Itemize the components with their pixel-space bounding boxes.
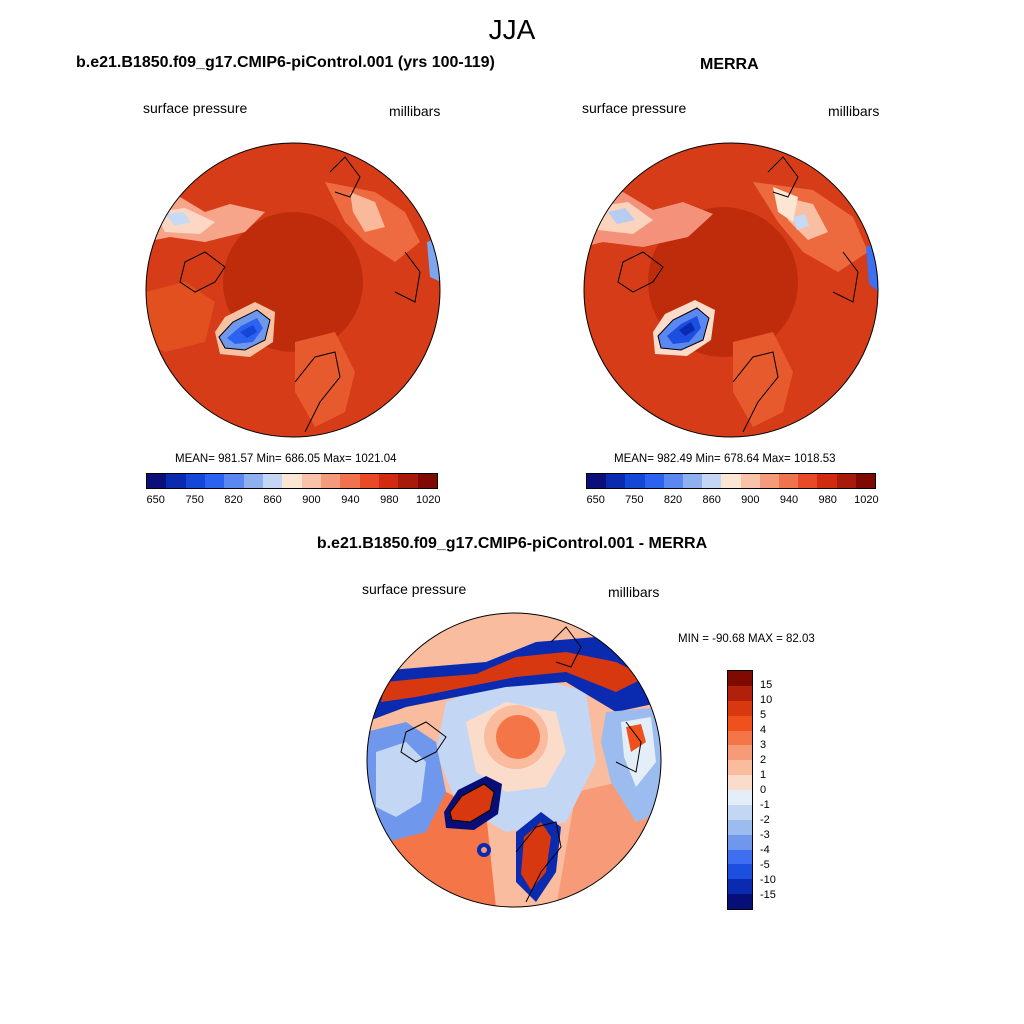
model-colorbar-tick-label: 980 — [380, 494, 399, 506]
obs-colorbar-swatch — [817, 474, 837, 488]
diff-colorbar-tick-label: -1 — [760, 799, 770, 811]
model-colorbar-swatch — [224, 474, 244, 488]
model-colorbar-swatch — [147, 474, 167, 488]
obs-colorbar-tick-label: 940 — [779, 494, 799, 506]
diff-variable-label: surface pressure — [362, 581, 467, 597]
obs-colorbar-tick-label: 1020 — [854, 494, 879, 506]
model-colorbar-tick-label: 900 — [302, 494, 321, 506]
obs-colorbar-tick-label: 820 — [663, 494, 683, 506]
model-colorbar-swatch — [320, 474, 341, 488]
obs-colorbar-tick-label: 980 — [818, 494, 837, 506]
diff-polar-map — [366, 612, 662, 908]
diff-colorbar-tick-label: 0 — [760, 784, 767, 796]
diff-colorbar-tick-label: -15 — [760, 889, 776, 901]
model-panel-title: b.e21.B1850.f09_g17.CMIP6-piControl.001 … — [76, 54, 495, 71]
obs-colorbar-swatch — [740, 474, 760, 488]
diff-colorbar-swatch — [728, 730, 752, 746]
diff-colorbar-swatch — [728, 819, 752, 835]
model-colorbar-swatch — [340, 474, 360, 488]
model-colorbar-swatch — [262, 474, 283, 488]
diff-stats: MIN = -90.68 MAX = 82.03 — [678, 633, 815, 645]
diff-colorbar-swatch — [728, 849, 752, 865]
obs-colorbar-swatch — [683, 474, 703, 488]
figure-title: JJA — [488, 14, 536, 45]
obs-colorbar-swatch — [798, 474, 818, 488]
model-colorbar-swatch — [243, 474, 263, 488]
model-colorbar — [146, 473, 438, 489]
diff-colorbar-tick-label: 1 — [760, 769, 767, 781]
diff-colorbar-tick-label: -2 — [760, 814, 770, 826]
diff-colorbar-swatch — [728, 864, 752, 880]
model-colorbar-tick-label: 860 — [263, 494, 282, 506]
obs-colorbar-swatch — [644, 474, 664, 488]
obs-colorbar-swatch — [855, 474, 876, 488]
model-colorbar-tick-label: 650 — [146, 494, 165, 506]
diff-colorbar-tick-label: -10 — [760, 874, 776, 886]
model-variable-label: surface pressure — [143, 100, 248, 116]
model-colorbar-swatch — [359, 474, 379, 488]
obs-colorbar-labels: 650 750 820 860 900 940 980 1020 — [586, 494, 879, 508]
obs-colorbar-swatch — [606, 474, 626, 488]
diff-colorbar — [727, 670, 753, 910]
obs-variable-label: surface pressure — [582, 100, 687, 116]
diff-colorbar-swatch — [728, 775, 752, 790]
obs-colorbar-tick-label: 650 — [586, 494, 605, 506]
model-polar-map — [145, 142, 441, 438]
diff-colorbar-tick-label: 2 — [760, 754, 767, 766]
obs-colorbar-swatch — [663, 474, 684, 488]
diff-colorbar-swatch — [728, 894, 752, 909]
obs-colorbar-tick-label: 900 — [741, 494, 760, 506]
obs-colorbar — [586, 473, 876, 489]
diff-colorbar-labels: 15 10 5 4 3 2 1 0 -1 -2 -3 -4 -5 -10 -15 — [760, 670, 800, 910]
diff-colorbar-swatch — [728, 879, 752, 895]
model-units-label: millibars — [389, 103, 441, 119]
model-colorbar-swatch — [166, 474, 186, 488]
diff-colorbar-tick-label: 3 — [760, 739, 767, 751]
model-colorbar-swatch — [301, 474, 321, 488]
model-stats: MEAN= 981.57 Min= 686.05 Max= 1021.04 — [175, 453, 397, 465]
obs-colorbar-tick-label: 750 — [625, 494, 644, 506]
obs-polar-map — [583, 142, 879, 438]
diff-colorbar-tick-label: 4 — [760, 724, 767, 736]
diff-colorbar-swatch — [728, 715, 752, 731]
model-colorbar-labels: 650 750 820 860 900 940 980 1020 — [146, 494, 441, 508]
diff-colorbar-swatch — [728, 760, 752, 776]
model-colorbar-swatch — [417, 474, 437, 488]
diff-colorbar-swatch — [728, 790, 752, 805]
diff-colorbar-tick-label: 15 — [760, 679, 773, 691]
obs-colorbar-swatch — [836, 474, 856, 488]
diff-colorbar-tick-label: 10 — [760, 694, 773, 706]
model-colorbar-tick-label: 820 — [224, 494, 243, 506]
obs-colorbar-swatch — [587, 474, 607, 488]
model-colorbar-tick-label: 750 — [185, 494, 204, 506]
model-colorbar-swatch — [282, 474, 302, 488]
model-colorbar-tick-label: 940 — [341, 494, 360, 506]
diff-colorbar-swatch — [728, 685, 752, 701]
obs-colorbar-swatch — [779, 474, 799, 488]
obs-units-label: millibars — [828, 103, 880, 119]
diff-colorbar-tick-label: 5 — [760, 709, 767, 721]
model-colorbar-swatch — [378, 474, 399, 488]
obs-stats: MEAN= 982.49 Min= 678.64 Max= 1018.53 — [614, 453, 836, 465]
obs-colorbar-swatch — [625, 474, 645, 488]
model-colorbar-swatch — [185, 474, 205, 488]
obs-colorbar-swatch — [721, 474, 741, 488]
diff-colorbar-swatch — [728, 804, 752, 820]
model-colorbar-swatch — [204, 474, 225, 488]
diff-colorbar-tick-label: -4 — [760, 844, 770, 856]
model-colorbar-swatch — [398, 474, 418, 488]
obs-colorbar-tick-label: 860 — [702, 494, 721, 506]
diff-colorbar-tick-label: -5 — [760, 859, 770, 871]
diff-colorbar-swatch — [728, 834, 752, 850]
diff-colorbar-swatch — [728, 745, 752, 761]
obs-colorbar-swatch — [702, 474, 722, 488]
obs-panel-title: MERRA — [700, 56, 759, 73]
model-colorbar-tick-label: 1020 — [416, 494, 441, 506]
diff-colorbar-swatch — [728, 671, 752, 686]
obs-colorbar-swatch — [759, 474, 780, 488]
diff-colorbar-tick-label: -3 — [760, 829, 770, 841]
diff-panel-title: b.e21.B1850.f09_g17.CMIP6-piControl.001 … — [316, 535, 708, 552]
diff-units-label: millibars — [608, 584, 660, 600]
diff-colorbar-swatch — [728, 700, 752, 716]
